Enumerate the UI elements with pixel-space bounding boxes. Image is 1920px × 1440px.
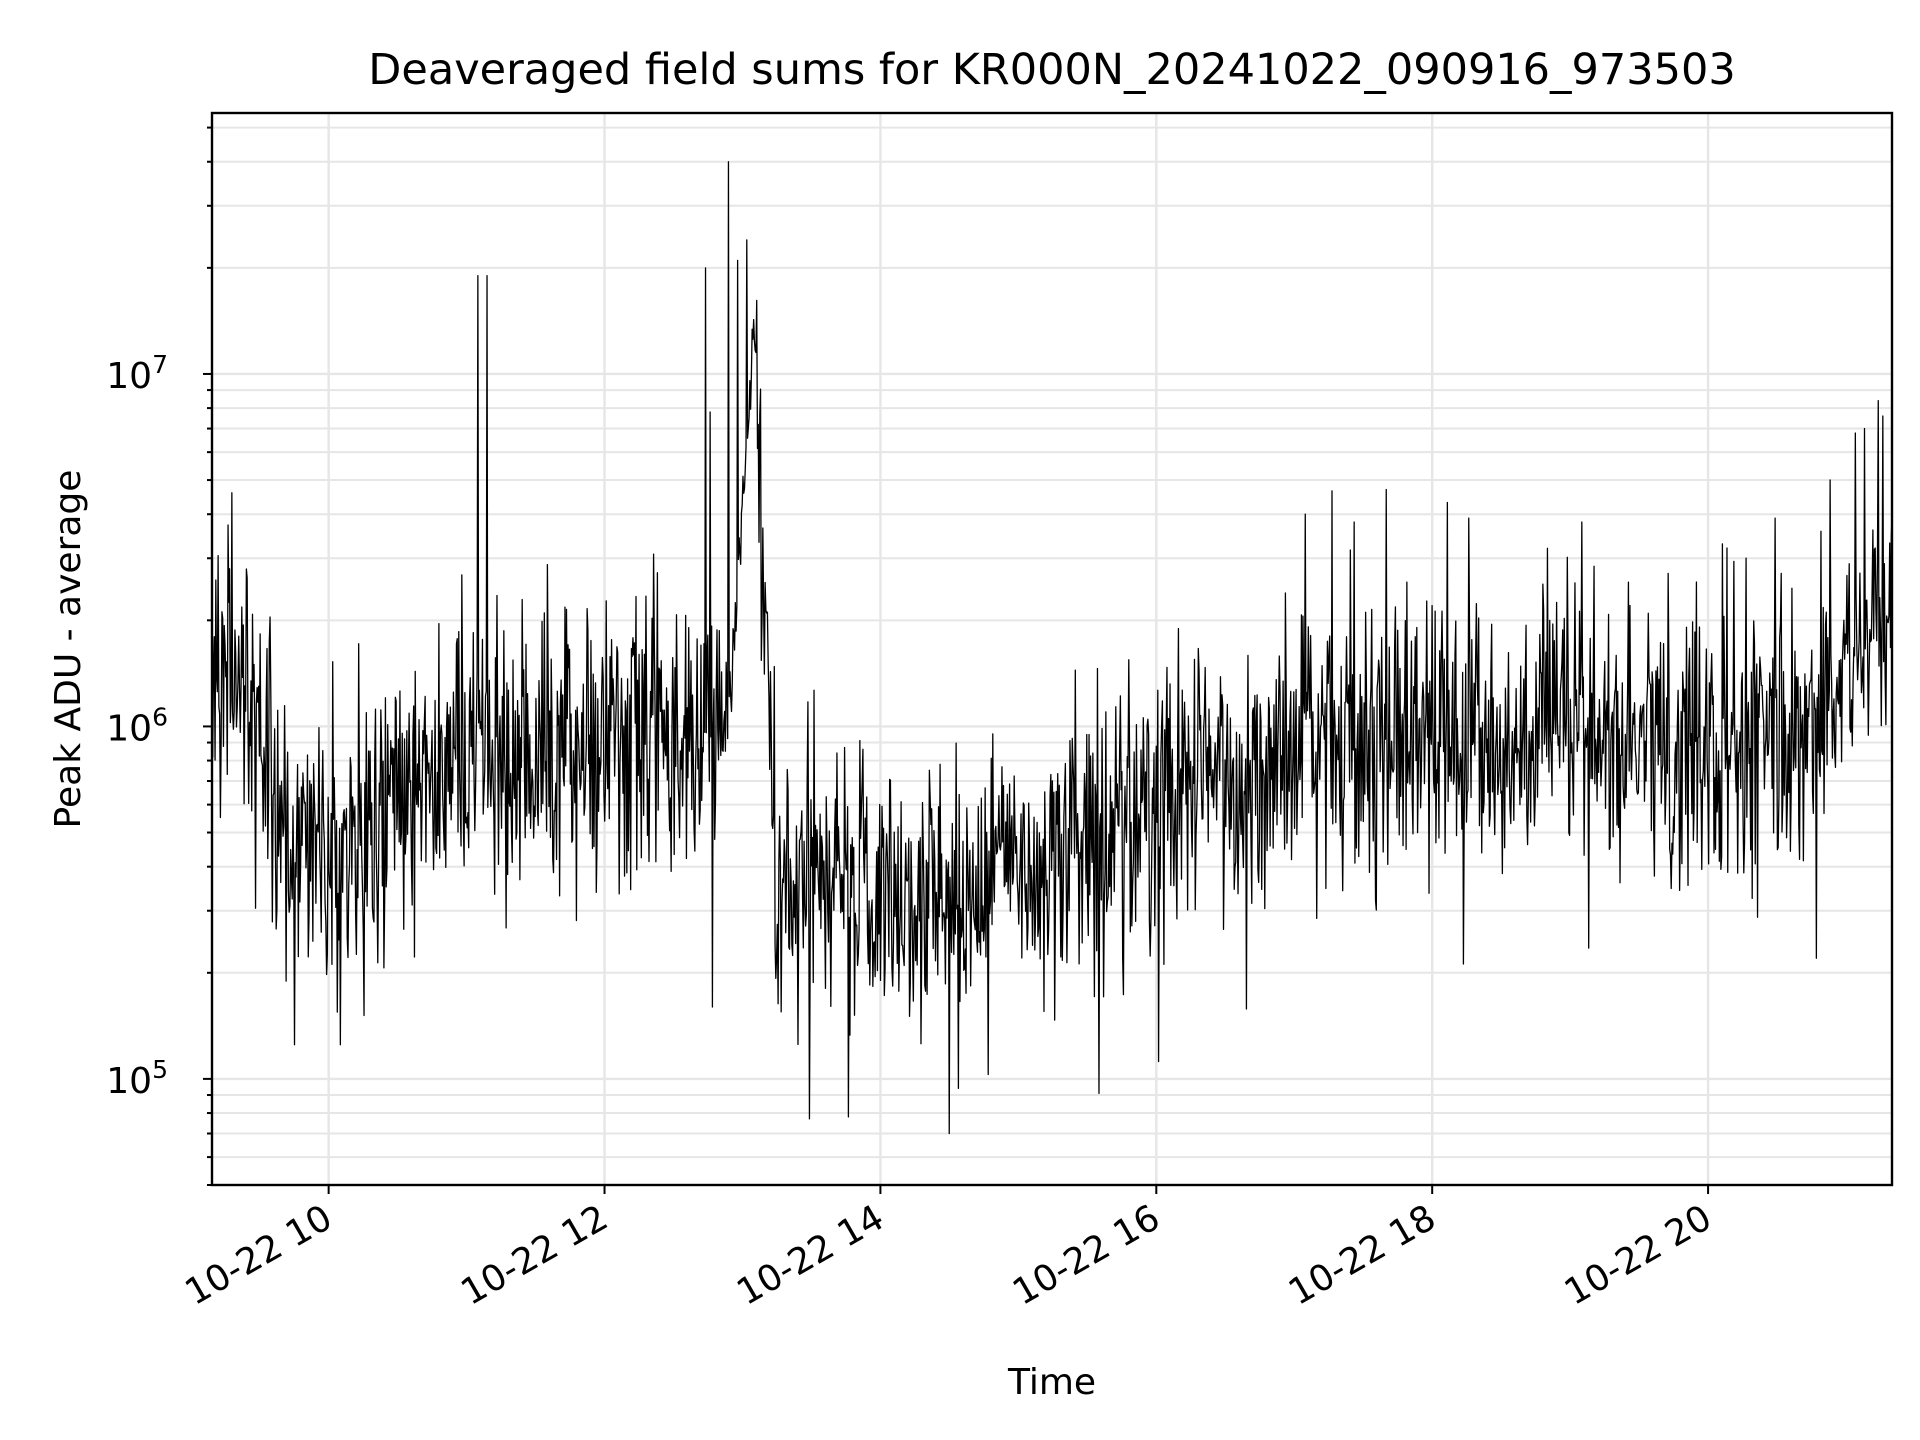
chart-title: Deaveraged field sums for KR000N_2024102…	[368, 45, 1735, 95]
y-tick-label: 105	[106, 1055, 168, 1102]
plot-area-frame	[210, 111, 1894, 1187]
x-axis-label: Time	[1007, 1362, 1096, 1403]
series-line	[211, 161, 1893, 1135]
y-tick-label: 106	[106, 702, 168, 749]
y-tick-label: 107	[106, 350, 168, 397]
y-tick-layer: 105 106 107	[106, 126, 212, 1186]
series-line-layer	[211, 161, 1893, 1135]
y-axis-label: Peak ADU - average	[48, 470, 89, 829]
